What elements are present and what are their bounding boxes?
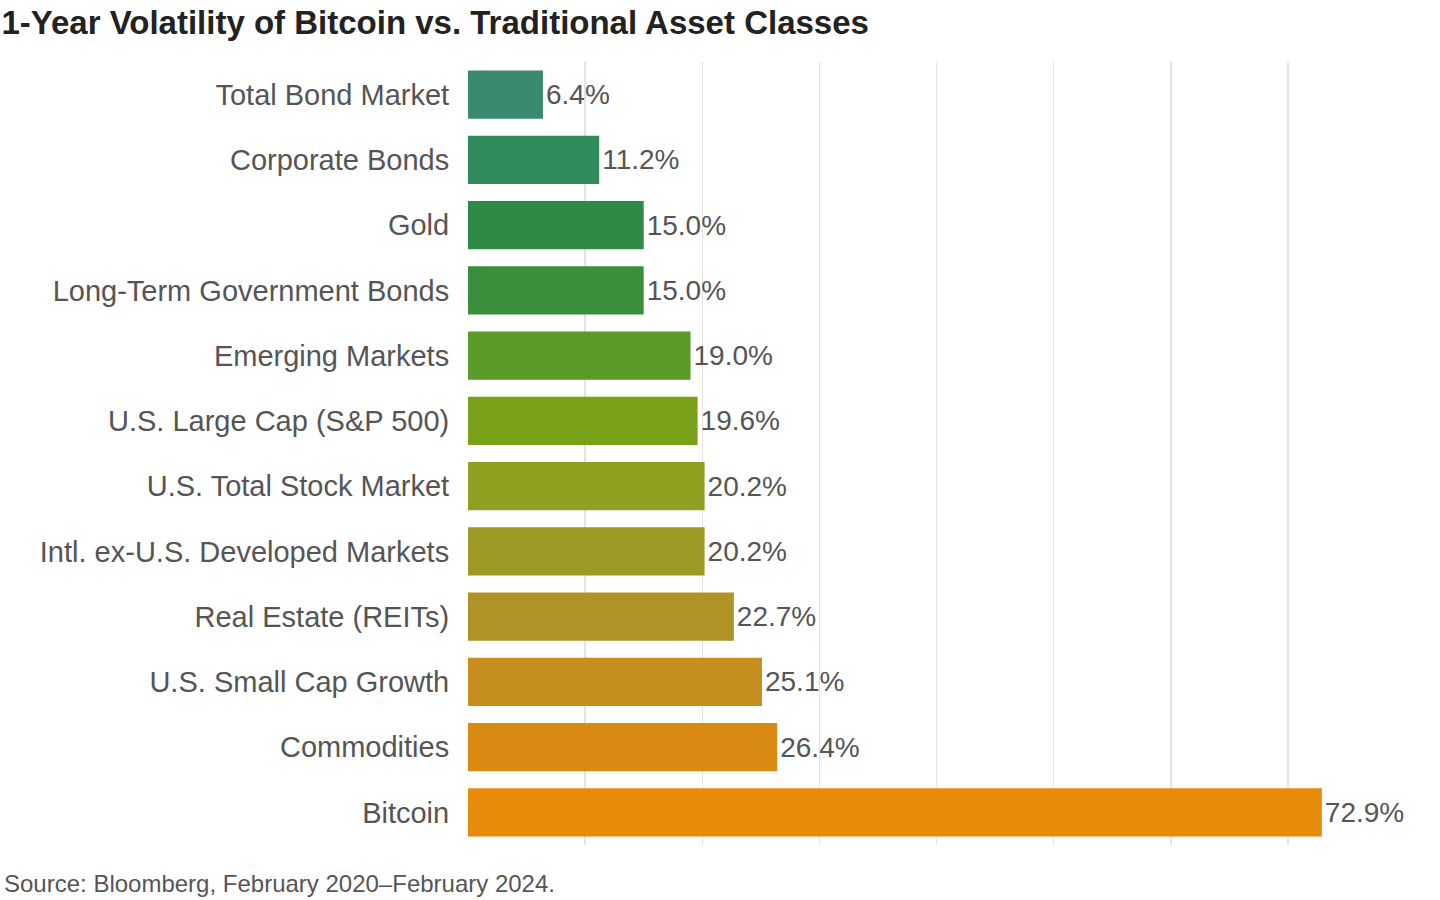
svg-text:72.9%: 72.9%: [1325, 797, 1404, 828]
svg-text:19.0%: 19.0%: [694, 340, 773, 371]
svg-text:20.2%: 20.2%: [708, 471, 787, 502]
svg-text:Emerging Markets: Emerging Markets: [214, 340, 449, 372]
svg-text:Gold: Gold: [388, 209, 449, 241]
svg-text:1-Year Volatility of Bitcoin v: 1-Year Volatility of Bitcoin vs. Traditi…: [1, 4, 868, 41]
svg-text:15.0%: 15.0%: [647, 210, 726, 241]
svg-text:U.S. Small Cap Growth: U.S. Small Cap Growth: [149, 666, 449, 698]
svg-text:Long-Term Government Bonds: Long-Term Government Bonds: [53, 275, 450, 307]
svg-text:20.2%: 20.2%: [708, 536, 787, 567]
svg-text:U.S. Large Cap (S&P 500): U.S. Large Cap (S&P 500): [108, 405, 449, 437]
svg-text:6.4%: 6.4%: [546, 79, 610, 110]
svg-text:Source: Bloomberg, February 20: Source: Bloomberg, February 2020–Februar…: [4, 870, 555, 897]
svg-text:11.2%: 11.2%: [602, 144, 679, 175]
svg-text:15.0%: 15.0%: [647, 275, 726, 306]
svg-text:Total Bond Market: Total Bond Market: [215, 79, 449, 111]
svg-text:Commodities: Commodities: [280, 731, 449, 763]
svg-text:22.7%: 22.7%: [737, 601, 816, 632]
svg-text:Intl. ex-U.S. Developed Market: Intl. ex-U.S. Developed Markets: [40, 536, 449, 568]
svg-text:19.6%: 19.6%: [701, 405, 780, 436]
svg-text:Corporate Bonds: Corporate Bonds: [230, 144, 449, 176]
svg-text:26.4%: 26.4%: [780, 732, 859, 763]
svg-text:Real Estate (REITs): Real Estate (REITs): [195, 601, 450, 633]
svg-text:25.1%: 25.1%: [765, 666, 844, 697]
svg-text:Bitcoin: Bitcoin: [362, 797, 449, 829]
svg-text:U.S. Total Stock Market: U.S. Total Stock Market: [147, 470, 449, 502]
